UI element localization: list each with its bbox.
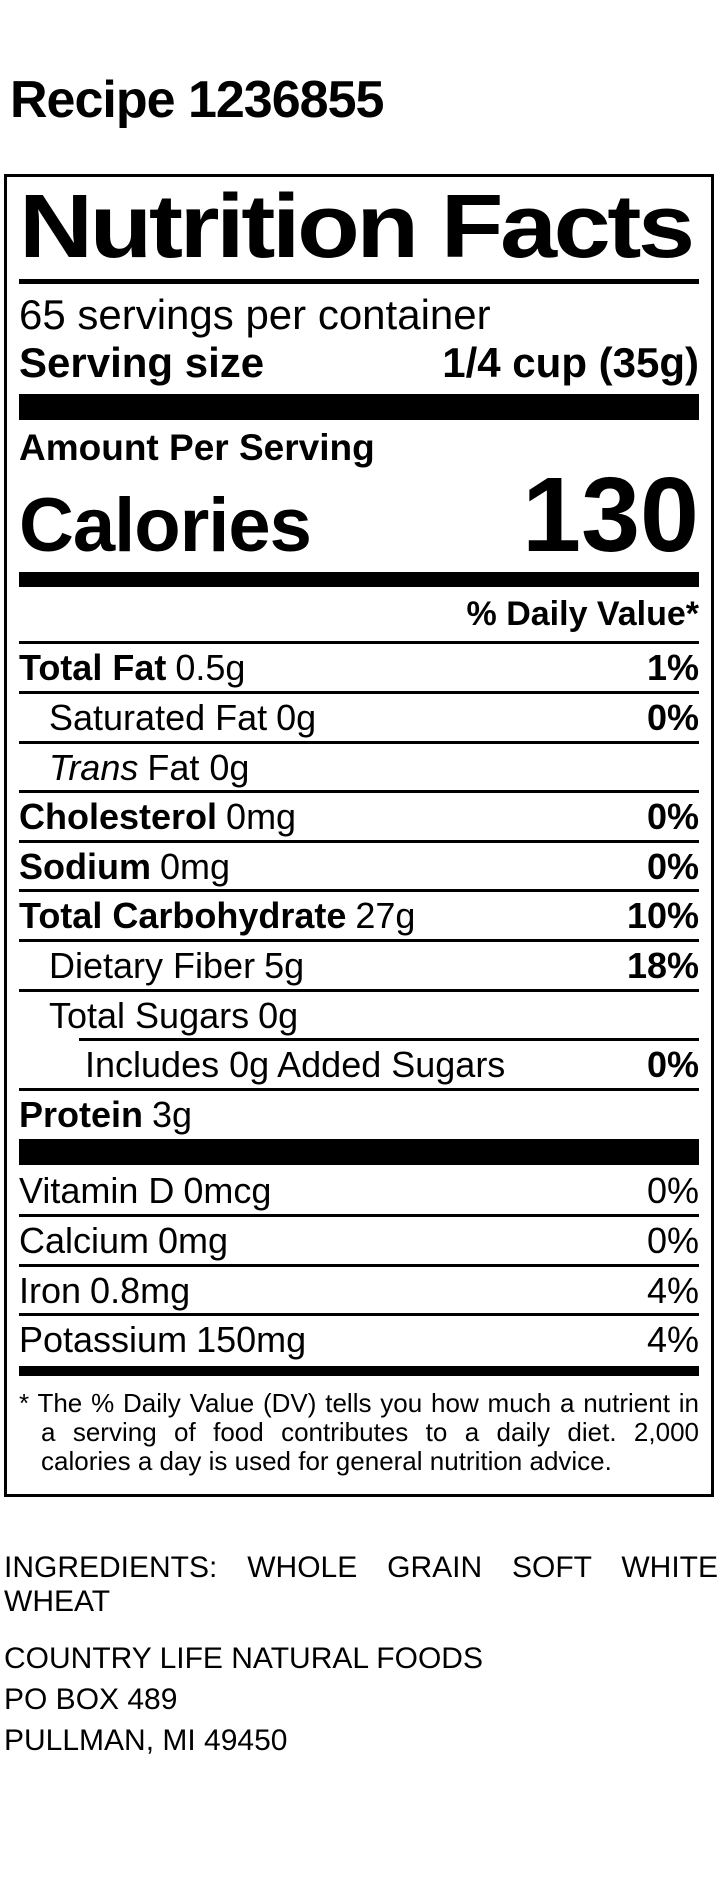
medium-divider	[19, 572, 699, 588]
nutrient-name: Dietary Fiber	[49, 945, 256, 987]
nutrient-row-trans-fat: Trans Fat 0g	[19, 744, 699, 791]
thin-divider	[19, 740, 699, 744]
thin-divider	[19, 790, 699, 794]
calories-label: Calories	[19, 483, 312, 569]
serving-size-row: Serving size 1/4 cup (35g)	[19, 338, 699, 386]
nutrition-facts-label: Nutrition Facts 65 servings per containe…	[4, 174, 714, 1497]
nutrient-name: Trans	[49, 746, 139, 788]
nutrient-name: Includes 0g Added Sugars	[85, 1044, 506, 1086]
nutrient-row-added-sugars: Includes 0g Added Sugars 0%	[19, 1041, 699, 1088]
heading-divider	[19, 278, 699, 284]
nutrient-row-sodium: Sodium 0mg 0%	[19, 843, 699, 890]
nutrient-amount: 0g	[258, 994, 299, 1036]
nutrient-name: Total Fat	[19, 647, 167, 689]
vitamin-name: Potassium	[19, 1319, 188, 1361]
vitamin-amount: 0mcg	[183, 1170, 272, 1212]
vitamin-name: Calcium	[19, 1220, 150, 1261]
vitamin-row-calcium: Calcium 0mg 0%	[19, 1217, 699, 1264]
vitamin-dv: 4%	[646, 1319, 699, 1361]
thin-divider	[19, 1313, 699, 1317]
nutrient-row-protein: Protein 3g	[19, 1091, 699, 1138]
nutrient-amount: 0.5g	[175, 647, 246, 689]
nutrient-amount: Fat 0g	[147, 746, 250, 788]
thin-divider	[19, 1087, 699, 1091]
thin-divider	[19, 691, 699, 695]
recipe-title: Recipe 1236855	[10, 71, 384, 129]
thin-divider	[19, 1214, 699, 1217]
nutrient-amount: 3g	[152, 1093, 193, 1135]
calories-value: 130	[522, 456, 699, 575]
vitamin-row-potassium: Potassium 150mg 4%	[19, 1316, 699, 1363]
nutrient-amount: 27g	[355, 895, 416, 937]
nutrient-dv: 0%	[646, 845, 699, 887]
manufacturer-city-state-zip: PULLMAN, MI 49450	[4, 1724, 288, 1757]
nutrient-dv: 18%	[626, 945, 699, 987]
thin-divider	[19, 988, 699, 992]
nutrient-dv: 0%	[646, 1044, 699, 1086]
nutrient-amount: 0mg	[160, 845, 231, 887]
nutrient-name: Total Carbohydrate	[19, 895, 347, 937]
nutrient-name: Protein	[19, 1093, 144, 1135]
vitamin-amount: 0mg	[158, 1220, 229, 1261]
thin-divider-indented	[79, 1038, 699, 1042]
vitamin-amount: 150mg	[196, 1319, 307, 1361]
nutrient-name: Saturated Fat	[49, 697, 268, 739]
manufacturer-name: COUNTRY LIFE NATURAL FOODS	[4, 1642, 483, 1675]
nutrient-dv: 0%	[646, 796, 699, 838]
nutrient-row-dietary-fiber: Dietary Fiber 5g 18%	[19, 942, 699, 989]
nutrient-amount: 0mg	[226, 796, 297, 838]
nutrient-amount: 0g	[276, 697, 317, 739]
thin-divider	[19, 1263, 699, 1267]
thin-divider	[19, 839, 699, 843]
nutrient-row-total-fat: Total Fat 0.5g 1%	[19, 644, 699, 691]
serving-size-value: 1/4 cup (35g)	[442, 338, 699, 386]
nutrient-dv: 1%	[646, 647, 699, 689]
nutrient-row-total-sugars: Total Sugars 0g	[19, 992, 699, 1039]
thick-divider	[19, 1139, 699, 1166]
nutrient-name: Total Sugars	[49, 994, 250, 1036]
calories-row: Calories 130	[19, 456, 699, 575]
daily-value-footnote: * The % Daily Value (DV) tells you how m…	[19, 1387, 699, 1476]
vitamin-name: Iron	[19, 1269, 82, 1311]
nutrient-dv: 10%	[626, 895, 699, 937]
nutrient-amount: 5g	[264, 945, 305, 987]
daily-value-header: % Daily Value*	[466, 595, 699, 634]
nutrient-name: Cholesterol	[19, 796, 218, 838]
servings-per-container: 65 servings per container	[19, 290, 491, 338]
thick-divider	[19, 394, 699, 421]
nutrient-name: Sodium	[19, 845, 151, 887]
thin-divider	[19, 889, 699, 893]
ingredients-text: INGREDIENTS: WHOLE GRAIN SOFT WHITE WHEA…	[4, 1551, 718, 1618]
manufacturer-po-box: PO BOX 489	[4, 1683, 178, 1716]
nutrient-row-saturated-fat: Saturated Fat 0g 0%	[19, 694, 699, 741]
manufacturer-block: COUNTRY LIFE NATURAL FOODS PO BOX 489 PU…	[4, 1638, 718, 1761]
vitamin-name: Vitamin D	[19, 1170, 175, 1212]
vitamin-dv: 0%	[646, 1170, 699, 1212]
vitamin-dv: 0%	[646, 1220, 699, 1261]
nutrient-dv: 0%	[646, 697, 699, 739]
footnote-divider	[19, 1365, 699, 1376]
vitamin-row-vitamin-d: Vitamin D 0mcg 0%	[19, 1167, 699, 1214]
nutrient-row-cholesterol: Cholesterol 0mg 0%	[19, 793, 699, 840]
vitamin-dv: 4%	[646, 1269, 699, 1311]
vitamin-amount: 0.8mg	[90, 1269, 191, 1311]
amount-per-serving-label: Amount Per Serving	[19, 427, 375, 469]
vitamin-row-iron: Iron 0.8mg 4%	[19, 1267, 699, 1314]
nutrition-facts-title: Nutrition Facts	[19, 177, 695, 277]
thin-divider	[19, 939, 699, 943]
thin-divider	[19, 641, 699, 645]
nutrient-row-total-carbohydrate: Total Carbohydrate 27g 10%	[19, 892, 699, 939]
serving-size-label: Serving size	[19, 338, 265, 386]
